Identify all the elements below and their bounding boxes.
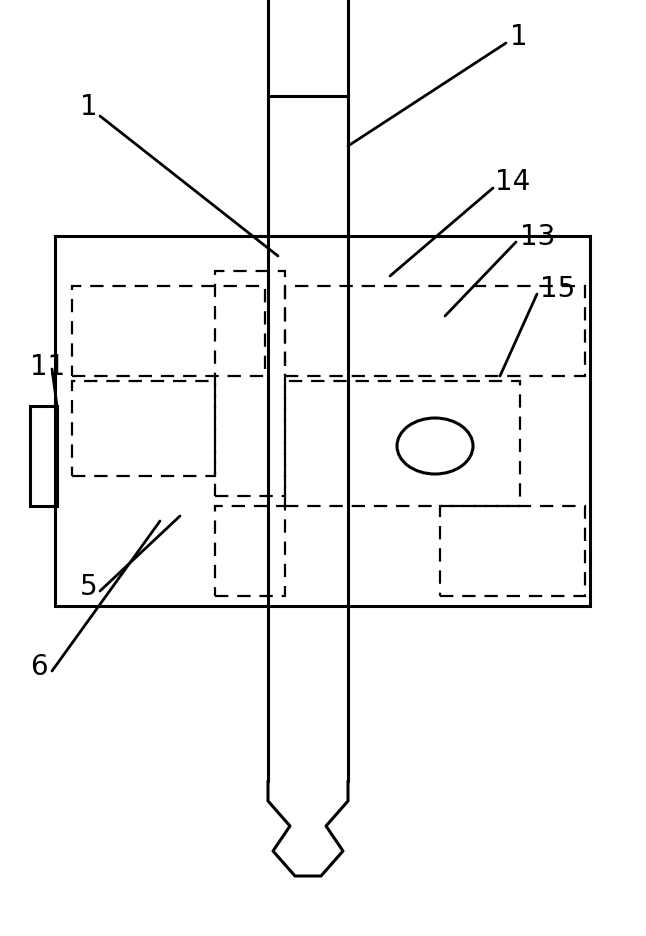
Bar [440,506,585,596]
Bar [72,286,265,376]
Bar [285,286,585,376]
Text: 1: 1 [510,23,528,51]
Bar [215,271,285,496]
Text: 5: 5 [80,573,98,600]
Bar [268,97,348,237]
Text: 14: 14 [495,168,530,196]
Bar [285,382,520,506]
Text: 13: 13 [520,223,556,251]
Bar [55,237,590,607]
Text: 11: 11 [30,353,65,381]
Bar [30,406,57,506]
Bar [215,506,285,596]
Text: 6: 6 [30,652,48,680]
Bar [72,382,215,476]
Text: 1: 1 [80,93,98,121]
Text: 15: 15 [540,274,575,302]
